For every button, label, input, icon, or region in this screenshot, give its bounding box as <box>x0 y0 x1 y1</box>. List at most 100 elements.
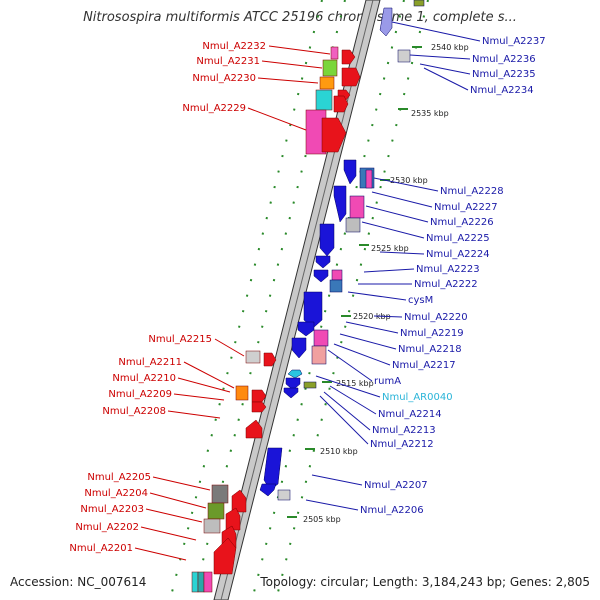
gene-block <box>413 0 425 7</box>
gene-arrow <box>245 419 263 439</box>
gene-label: Nmul_A2227 <box>434 202 498 213</box>
gene-block <box>203 518 221 534</box>
scale-label: 2525 kbp <box>371 244 409 253</box>
gene-label: Nmul_A2225 <box>426 233 490 244</box>
gene-arrow <box>251 401 267 413</box>
gene-arrow <box>297 321 315 337</box>
gene-arrow <box>333 95 349 113</box>
gene-block <box>207 502 225 520</box>
gene-arrow <box>263 352 277 367</box>
gene-arrow <box>213 537 237 575</box>
gene-arrow <box>379 7 393 37</box>
gene-block <box>345 217 361 233</box>
gene-label: Nmul_A2218 <box>398 344 462 355</box>
gene-arrow <box>259 483 277 497</box>
gene-arrow <box>251 389 267 403</box>
forward-genes <box>191 46 361 593</box>
scale-label: 2530 kbp <box>390 176 428 185</box>
gene-arrow <box>283 387 299 399</box>
gene-label: Nmul_A2223 <box>416 264 480 275</box>
gene-arrow <box>287 369 303 379</box>
gene-label: Nmul_A2205 <box>87 472 151 483</box>
gene-block <box>365 169 373 189</box>
gene-block <box>329 279 343 293</box>
gene-label: Nmul_A2210 <box>112 373 176 384</box>
scale-label: 2535 kbp <box>411 109 449 118</box>
gene-arrow <box>315 255 331 269</box>
scale-label: 2505 kbp <box>303 515 341 524</box>
gene-block <box>303 381 317 389</box>
gene-label: Nmul_A2232 <box>202 41 266 52</box>
gene-arrow <box>333 185 347 223</box>
gene-label: Nmul_A2224 <box>426 249 490 260</box>
right-leader-lines <box>305 21 481 511</box>
gene-label: Nmul_A2220 <box>404 312 468 323</box>
scale-label: 2515 kbp <box>336 379 374 388</box>
left-gene-labels: Nmul_A2232 Nmul_A2231 Nmul_A2230 Nmul_A2… <box>69 41 266 554</box>
gene-label: Nmul_A2215 <box>148 334 212 345</box>
gene-block <box>245 350 261 364</box>
gene-label: Nmul_A2231 <box>196 56 260 67</box>
gene-block <box>277 489 291 501</box>
gene-block <box>313 329 329 347</box>
gene-label: Nmul_A2226 <box>430 217 494 228</box>
gene-block <box>349 195 365 219</box>
gene-arrow <box>225 507 241 531</box>
reverse-genes <box>259 0 425 501</box>
gene-arrow <box>321 117 347 153</box>
gene-label: Nmul_A2206 <box>360 505 424 516</box>
gene-label: Nmul_A2209 <box>108 389 172 400</box>
gene-label: Nmul_A2212 <box>370 439 434 450</box>
gene-block <box>331 269 343 281</box>
gene-arrow <box>231 489 247 513</box>
gene-label: Nmul_A2204 <box>84 488 148 499</box>
gene-label: Nmul_A2214 <box>378 409 442 420</box>
scale-label: 2540 kbp <box>431 43 469 52</box>
right-gene-labels: Nmul_A2237 Nmul_A2236 Nmul_A2235 Nmul_A2… <box>360 36 546 516</box>
gene-label: Nmul_A2234 <box>470 85 534 96</box>
gene-label: rumA <box>374 376 401 387</box>
gene-label: Nmul_A2217 <box>392 360 456 371</box>
scale-labels: 2540 kbp 2535 kbp 2530 kbp 2525 kbp 2520… <box>303 43 469 524</box>
gene-label: Nmul_A2203 <box>80 504 144 515</box>
gene-label: Nmul_A2207 <box>364 480 428 491</box>
gene-block <box>330 46 339 60</box>
gene-block <box>322 59 338 77</box>
gene-label: Nmul_A2228 <box>440 186 504 197</box>
gene-label: Nmul_A2211 <box>118 357 182 368</box>
scale-label: 2520 kbp <box>353 312 391 321</box>
gene-arrow <box>291 337 307 359</box>
gene-arrow <box>341 49 356 65</box>
gene-arrow <box>313 269 329 283</box>
gene-label: Nmul_A2229 <box>182 103 246 114</box>
gene-label: cysM <box>408 295 433 306</box>
gene-label: Nmul_A2236 <box>472 54 536 65</box>
scale-label: 2510 kbp <box>320 447 358 456</box>
gene-label: Nmul_A2202 <box>75 522 139 533</box>
gene-block <box>397 49 411 63</box>
gene-label: Nmul_A2213 <box>372 425 436 436</box>
gene-arrow <box>341 67 361 87</box>
gene-block <box>311 345 327 365</box>
gene-label: Nmul_A2230 <box>192 73 256 84</box>
gene-arrow <box>343 159 357 185</box>
gene-block <box>319 76 335 90</box>
gene-block <box>197 571 205 593</box>
gene-block <box>315 89 333 111</box>
gene-label: Nmul_A2235 <box>472 69 536 80</box>
map-title: Nitrosospira multiformis ATCC 25196 chro… <box>83 10 517 25</box>
gene-label: Nmul_A2201 <box>69 543 133 554</box>
left-leader-lines <box>134 45 331 561</box>
gene-arrow <box>263 447 283 491</box>
accession-text: Accession: NC_007614 <box>10 575 147 589</box>
gene-label: Nmul_A2219 <box>400 328 464 339</box>
gene-block <box>235 385 249 401</box>
gene-arrow <box>319 223 335 257</box>
backbone-edge <box>220 0 374 600</box>
gene-label: Nmul_A2222 <box>414 279 478 290</box>
topology-text: Topology: circular; Length: 3,184,243 bp… <box>260 575 590 589</box>
gene-block <box>203 571 213 593</box>
gene-block <box>191 571 199 593</box>
